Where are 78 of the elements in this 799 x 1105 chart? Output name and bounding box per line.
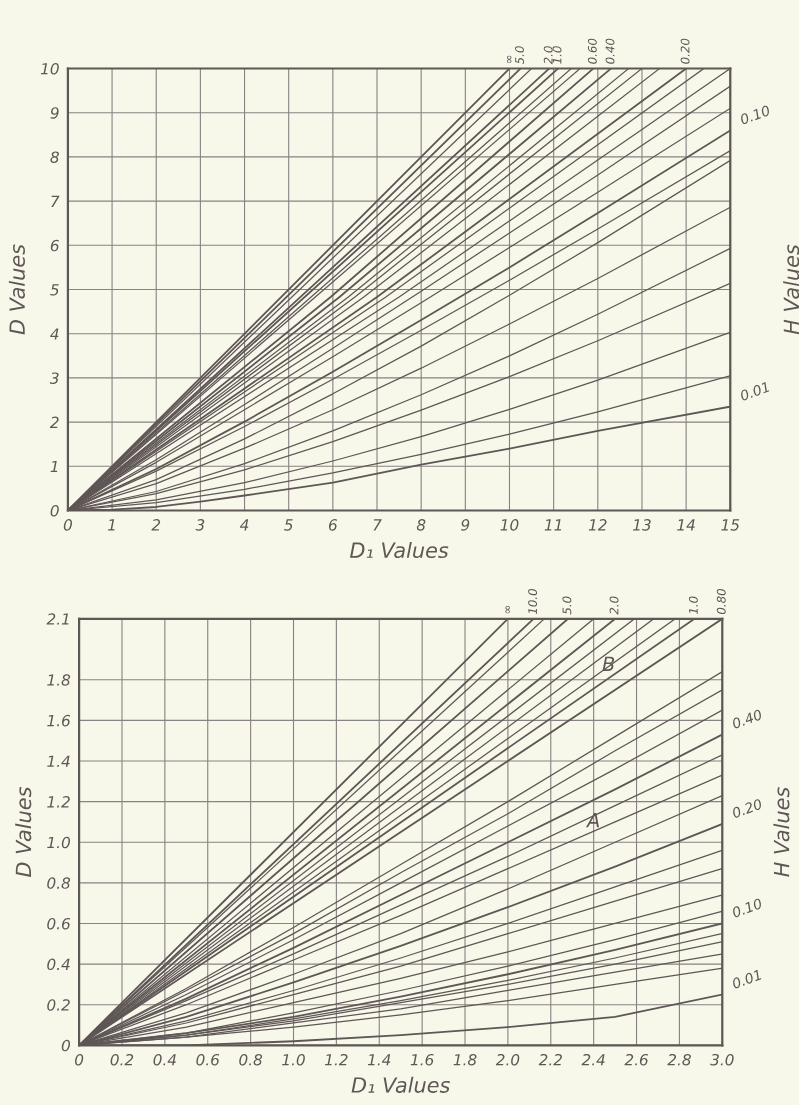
y-tick-label: 6 bbox=[50, 239, 59, 252]
text: 0.01 bbox=[739, 381, 770, 402]
x-tick-label: 5 bbox=[284, 519, 293, 531]
text: 0.20 bbox=[680, 38, 690, 64]
text: 0.40 bbox=[731, 709, 763, 730]
y-tick-label: 9 bbox=[50, 107, 59, 119]
x-tick-label: 2.2 bbox=[538, 1053, 562, 1066]
x-tick-label: 2.0 bbox=[495, 1053, 520, 1066]
y-tick-label: 1.2 bbox=[47, 796, 70, 808]
y-tick-label: 1.0 bbox=[47, 836, 70, 849]
x-tick-label: 0.6 bbox=[196, 1053, 220, 1066]
y2-axis-title: H Values bbox=[773, 787, 790, 877]
x-tick-label: 0.4 bbox=[153, 1053, 176, 1066]
y-tick-label: 0 bbox=[61, 1039, 70, 1052]
x-tick-label: 0.8 bbox=[239, 1053, 263, 1066]
y-tick-label: 4 bbox=[50, 328, 59, 340]
text: 5.0 bbox=[515, 46, 524, 65]
y-tick-label: 5 bbox=[50, 284, 59, 296]
x-tick-label: 12 bbox=[588, 519, 607, 531]
x-tick-label: 14 bbox=[677, 519, 695, 531]
x-tick-label: 1 bbox=[107, 519, 115, 531]
x-tick-label: 6 bbox=[328, 519, 338, 531]
text: 5.0 bbox=[562, 596, 572, 615]
x-tick-label: 1.4 bbox=[367, 1054, 391, 1066]
x-tick-label: 7 bbox=[373, 519, 382, 531]
text: 0.20 bbox=[731, 798, 763, 819]
x-tick-label: 9 bbox=[461, 519, 470, 531]
x-tick-label: 2.6 bbox=[624, 1053, 649, 1066]
x-tick-label: 2.8 bbox=[667, 1053, 691, 1066]
y-tick-label: 8 bbox=[50, 151, 59, 163]
x-tick-label: 2 bbox=[151, 519, 161, 531]
y-tick-label: 2 bbox=[49, 416, 59, 428]
x-tick-label: 11 bbox=[544, 519, 562, 531]
text: 2.0 bbox=[543, 46, 553, 65]
x-tick-label: 1.8 bbox=[453, 1053, 477, 1066]
y-tick-label: 1.8 bbox=[47, 674, 71, 686]
x-tick-label: 1.0 bbox=[282, 1053, 305, 1066]
y-tick-label: 0.4 bbox=[47, 958, 70, 971]
y-tick-label: 1.6 bbox=[47, 714, 71, 727]
text: 0.80 bbox=[716, 588, 726, 615]
x-tick-label: 0 bbox=[75, 1053, 84, 1066]
y-tick-label: 3 bbox=[49, 372, 59, 384]
text: 2.0 bbox=[609, 596, 619, 615]
x-tick-label: 4 bbox=[239, 519, 249, 531]
text: 10.0 bbox=[528, 588, 538, 615]
x-tick-label: 3.0 bbox=[710, 1053, 734, 1066]
y2-axis-title: H Values bbox=[783, 244, 799, 335]
y-tick-label: 1 bbox=[50, 460, 58, 473]
text: 1.0 bbox=[552, 46, 562, 64]
y-tick-label: 0 bbox=[50, 504, 59, 517]
x-tick-label: 8 bbox=[416, 519, 426, 531]
x-tick-label: 1.6 bbox=[410, 1053, 434, 1066]
x-tick-label: 15 bbox=[721, 519, 740, 531]
x-tick-label: 0.2 bbox=[110, 1053, 134, 1066]
x-axis-title: D₁ Values bbox=[349, 541, 449, 559]
y-tick-label: 2.1 bbox=[46, 613, 69, 625]
y-axis-title: D Values bbox=[8, 244, 25, 335]
text: 0.10 bbox=[731, 897, 763, 918]
text: 0.60 bbox=[587, 38, 597, 64]
x-tick-label: 1.2 bbox=[324, 1053, 348, 1066]
x-tick-label: 2.4 bbox=[581, 1053, 605, 1066]
y-tick-label: 1.4 bbox=[47, 755, 70, 767]
y-axis-title: D Values bbox=[15, 786, 32, 878]
y-tick-label: 0.6 bbox=[47, 917, 71, 930]
text: 0.10 bbox=[739, 104, 771, 125]
text: ∞ bbox=[507, 55, 512, 64]
x-tick-label: 13 bbox=[633, 519, 651, 531]
text: 1.0 bbox=[688, 596, 698, 615]
y-tick-label: 7 bbox=[51, 195, 60, 207]
x-tick-label: 3 bbox=[195, 519, 205, 531]
x-tick-label: 10 bbox=[500, 519, 519, 531]
y-tick-label: 0.2 bbox=[47, 999, 70, 1011]
x-axis-title: D₁ Values bbox=[351, 1076, 450, 1093]
y-tick-label: 0.8 bbox=[47, 877, 71, 889]
text: ∞ bbox=[505, 606, 510, 614]
y-tick-label: 10 bbox=[40, 62, 59, 75]
text: 0.01 bbox=[731, 969, 762, 990]
text: 0.40 bbox=[605, 38, 615, 64]
